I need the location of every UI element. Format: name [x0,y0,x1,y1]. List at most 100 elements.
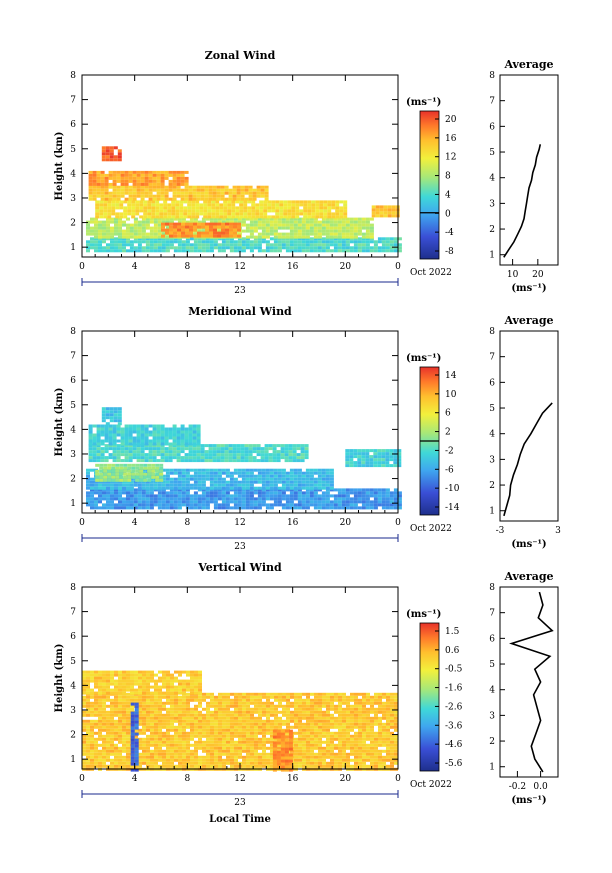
heatmap-cell [361,488,366,492]
heatmap-cell [213,237,218,241]
heatmap-cell [217,486,222,490]
heatmap-cell [258,737,262,741]
heatmap-cell [253,235,258,239]
heatmap-cell [98,719,102,723]
heatmap-cell [179,206,184,210]
heatmap-cell [341,500,346,504]
heatmap-cell [142,746,146,750]
heatmap-cell [221,240,226,244]
heatmap-cell [162,740,166,744]
heatmap-cell [207,206,212,210]
heatmap-cell [165,237,170,241]
heatmap-cell [94,488,98,492]
heatmap-cell [310,701,314,705]
heatmap-cell [291,215,296,219]
heatmap-cell [148,176,153,180]
heatmap-cell [300,444,305,448]
heatmap-cell [137,480,142,484]
heatmap-cell [186,737,190,741]
heatmap-cell [102,764,106,768]
heatmap-cell [369,240,374,244]
heatmap-cell [100,427,105,431]
heatmap-cell [249,226,254,230]
heatmap-cell [124,173,129,177]
heatmap-cell [160,173,165,177]
heatmap-cell [180,176,185,180]
heatmap-cell [341,220,346,224]
heatmap-cell [234,743,238,747]
heatmap-cell [117,422,122,426]
heatmap-cell [234,704,238,708]
heatmap-cell [170,716,174,720]
heatmap-cell [250,719,254,723]
heatmap-cell [238,704,242,708]
heatmap-cell [122,243,126,247]
heatmap-cell [321,229,326,233]
heatmap-cell [102,246,106,250]
heatmap-cell [94,220,98,224]
heatmap-cell [322,692,326,696]
heatmap-cell [251,215,256,219]
heatmap-cell [133,483,138,487]
heatmap-cell [325,220,330,224]
heatmap-cell [188,191,193,195]
heatmap-cell [310,692,314,696]
heatmap-cell [103,212,108,216]
heatmap-cell [231,209,236,213]
heatmap-cell [150,716,154,720]
heatmap-cell [266,740,270,744]
heatmap-cell [159,212,164,216]
heatmap-cell [302,734,306,738]
heatmap-cell [86,710,90,714]
heatmap-cell [180,459,185,463]
heatmap-cell [102,226,106,230]
heatmap-cell [175,203,180,207]
heatmap-cell [293,477,298,481]
heatmap-cell [180,456,185,460]
heatmap-cell [321,468,326,472]
colorbar-unit: (ms⁻¹) [406,353,441,364]
heatmap-cell [254,755,258,759]
heatmap-cell [218,698,222,702]
heatmap-cell [281,232,286,236]
heatmap-cell [383,211,388,215]
heatmap-cell [237,500,242,504]
heatmap-cell [175,206,180,210]
heatmap-cell [88,427,93,431]
heatmap-cell [152,424,157,428]
heatmap-cell [135,200,140,204]
heatmap-cell [246,707,250,711]
heatmap-cell [118,246,122,250]
average-y-tick-label: 3 [489,455,495,465]
heatmap-cell [349,497,354,501]
heatmap-cell [135,209,140,213]
heatmap-cell [289,500,294,504]
heatmap-cell [151,206,156,210]
heatmap-cell [269,491,274,495]
heatmap-cell [186,749,190,753]
heatmap-cell [157,243,162,247]
heatmap-cell [191,203,196,207]
heatmap-cell [160,427,165,431]
heatmap-cell [294,695,298,699]
heatmap-cell [115,475,120,479]
heatmap-cell [86,695,90,699]
heatmap-cell [197,506,202,510]
heatmap-cell [102,497,106,501]
heatmap-cell [145,497,150,501]
heatmap-cell [260,191,265,195]
heatmap-cell [215,200,220,204]
heatmap-cell [184,439,189,443]
heatmap-cell [381,452,386,456]
heatmap-cell [393,249,398,253]
heatmap-cell [236,185,241,189]
heatmap-cell [221,234,225,238]
heatmap-cell [106,722,110,726]
heatmap-cell [114,755,118,759]
heatmap-cell [114,503,118,507]
heatmap-cell [349,217,354,221]
heatmap-cell [169,506,174,510]
heatmap-cell [174,740,178,744]
heatmap-cell [313,506,318,510]
heatmap-cell [120,439,125,443]
